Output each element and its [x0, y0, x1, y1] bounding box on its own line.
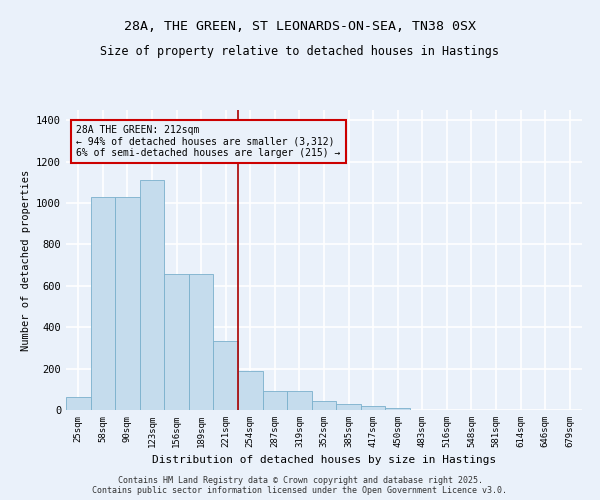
Text: Size of property relative to detached houses in Hastings: Size of property relative to detached ho…	[101, 45, 499, 58]
Bar	[263, 392, 287, 410]
Bar	[91, 197, 115, 410]
Bar	[66, 396, 91, 410]
Text: Contains HM Land Registry data © Crown copyright and database right 2025.
Contai: Contains HM Land Registry data © Crown c…	[92, 476, 508, 495]
Bar	[189, 274, 214, 410]
Bar	[238, 370, 263, 410]
Bar	[336, 404, 361, 410]
Bar	[164, 274, 189, 410]
Bar	[140, 180, 164, 410]
Bar	[287, 392, 312, 410]
Bar	[312, 402, 336, 410]
Text: 28A THE GREEN: 212sqm
← 94% of detached houses are smaller (3,312)
6% of semi-de: 28A THE GREEN: 212sqm ← 94% of detached …	[76, 125, 341, 158]
Bar	[385, 408, 410, 410]
Bar	[361, 406, 385, 410]
Y-axis label: Number of detached properties: Number of detached properties	[20, 170, 31, 350]
Text: 28A, THE GREEN, ST LEONARDS-ON-SEA, TN38 0SX: 28A, THE GREEN, ST LEONARDS-ON-SEA, TN38…	[124, 20, 476, 33]
Bar	[115, 197, 140, 410]
X-axis label: Distribution of detached houses by size in Hastings: Distribution of detached houses by size …	[152, 456, 496, 466]
Bar	[214, 340, 238, 410]
